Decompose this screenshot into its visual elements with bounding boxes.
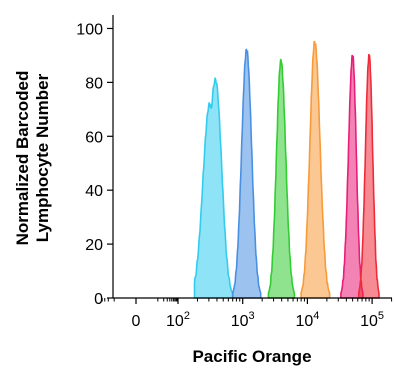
y-tick-label-60: 60: [85, 129, 103, 146]
x-tick-label-100000: 105: [360, 310, 384, 330]
y-tick-label-0: 0: [94, 291, 103, 308]
y-tick-label-40: 40: [85, 183, 103, 200]
axes: [101, 15, 393, 304]
y-tick-label-20: 20: [85, 237, 103, 254]
x-axis-title: Pacific Orange: [192, 347, 311, 366]
y-axis-title-line1: Normalized Barcoded: [13, 71, 32, 246]
histogram-curves: [193, 40, 380, 299]
histogram-series-1: [193, 77, 234, 299]
histogram-series-3: [267, 58, 296, 299]
x-tick-label-100: 102: [166, 310, 190, 330]
tick-labels: 0 20 40 60 80 100 0 102 103 104 105: [76, 21, 384, 330]
y-tick-label-100: 100: [76, 21, 103, 38]
y-tick-label-80: 80: [85, 75, 103, 92]
histogram-series-5: [340, 54, 364, 299]
x-tick-label-0: 0: [132, 313, 141, 330]
x-tick-label-1000: 103: [231, 310, 255, 330]
y-axis-title-line2: Lymphocyte Number: [33, 73, 52, 242]
histogram-series-4: [300, 40, 331, 299]
x-tick-label-10000: 104: [295, 310, 319, 330]
histogram-series-2: [231, 48, 262, 299]
histogram-series-6: [357, 53, 380, 299]
